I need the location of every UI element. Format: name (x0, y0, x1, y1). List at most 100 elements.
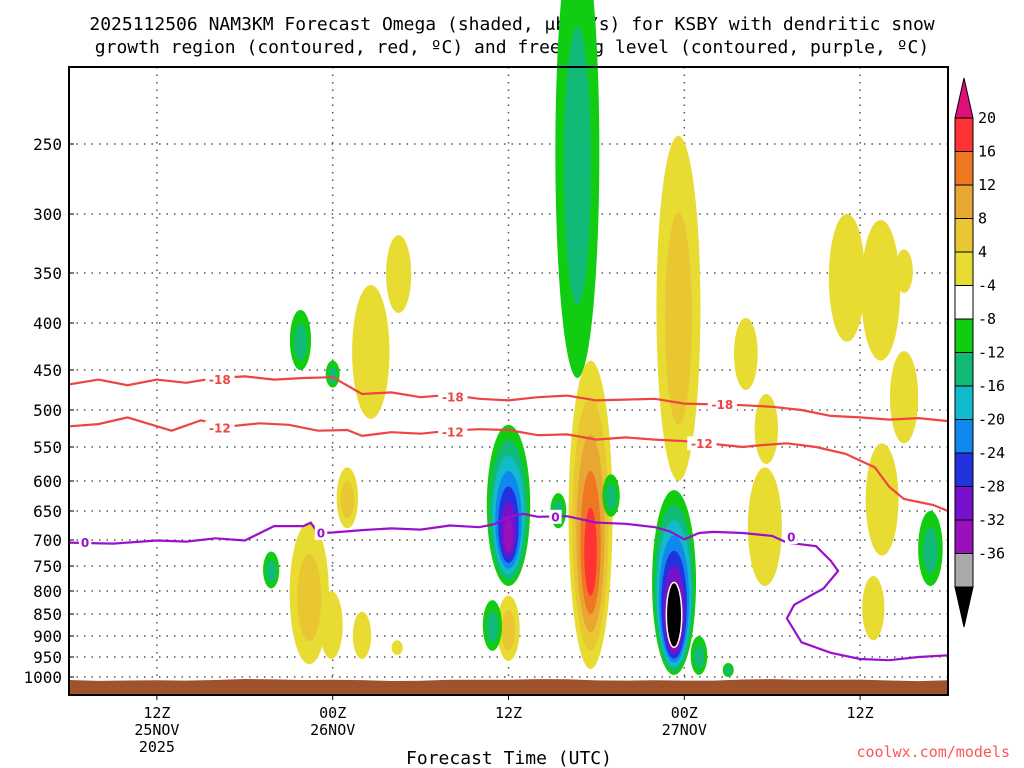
colorbar-label-7: -12 (978, 344, 1005, 362)
y-tick-1000: 1000 (23, 668, 62, 687)
omega-feature-1-level-1 (266, 559, 277, 583)
y-tick-250: 250 (33, 135, 62, 154)
colorbar-label-8: -16 (978, 377, 1005, 395)
colorbar-swatch-13 (954, 553, 974, 588)
colorbar-swatch-1 (954, 151, 974, 186)
y-tick-450: 450 (33, 361, 62, 380)
y-tick-700: 700 (33, 531, 62, 550)
colorbar-label-4: 4 (978, 243, 987, 261)
colorbar-label-13: -36 (978, 545, 1005, 563)
y-tick-600: 600 (33, 472, 62, 491)
colorbar-label-1: 16 (978, 143, 996, 161)
colorbar-swatch-3 (954, 218, 974, 253)
credit-text: coolwx.com/models (856, 743, 1010, 761)
contour-label-4: -12 (442, 426, 464, 440)
colorbar-label-9: -20 (978, 411, 1005, 429)
omega-feature-18-core (665, 581, 683, 649)
contour-label-3: -12 (209, 421, 231, 435)
omega-feature-15-level-4 (584, 507, 597, 596)
contour-label-7: 0 (317, 527, 325, 541)
omega-feature-17-level-1 (664, 212, 692, 425)
colorbar-top-arrow (954, 77, 974, 119)
omega-feature-5-level-1 (340, 480, 354, 519)
x-tick-0-line1: 12Z (143, 704, 170, 722)
contour-label-bg-1 (438, 390, 468, 405)
chart-title-line2: growth region (contoured, red, ºC) and f… (95, 37, 929, 58)
omega-feature-21-level-0 (733, 318, 758, 390)
y-tick-400: 400 (33, 314, 62, 333)
colorbar-label-0: 20 (978, 109, 996, 127)
omega-feature-2-level-0 (319, 591, 343, 659)
omega-feature-25-level-0 (861, 219, 901, 361)
x-axis-label: Forecast Time (UTC) (406, 748, 612, 768)
y-tick-950: 950 (33, 648, 62, 667)
chart-title-line1: 2025112506 NAM3KM Forecast Omega (shaded… (89, 14, 934, 35)
contour-label-bg-3 (205, 420, 235, 435)
omega-feature-28-level-0 (865, 443, 899, 556)
colorbar-label-11: -28 (978, 478, 1005, 496)
contours: -18 -18 -18 -12 -12 -12 0 0 0 0 (68, 372, 949, 662)
omega-feature-0-level-1 (297, 554, 322, 642)
colorbar-swatch-5 (954, 285, 974, 320)
x-tick-0-line2: 25NOV (134, 721, 179, 739)
omega-feature-6-level-0 (352, 285, 390, 419)
contour-label-5: -12 (691, 437, 713, 451)
omega-feature-7-level-0 (386, 235, 412, 314)
contour-label-bg-6 (78, 535, 92, 550)
contour-label-bg-0 (205, 372, 235, 387)
x-tick-2-line1: 12Z (495, 704, 522, 722)
y-tick-300: 300 (33, 205, 62, 224)
colorbar-label-2: 12 (978, 176, 996, 194)
colorbar-label-10: -24 (978, 444, 1005, 462)
colorbar-swatch-8 (954, 385, 974, 420)
y-tick-750: 750 (33, 557, 62, 576)
x-tick-3-line2: 27NOV (662, 721, 707, 739)
y-tick-500: 500 (33, 401, 62, 420)
x-tick-1-line2: 26NOV (310, 721, 355, 739)
colorbar-label-5: -4 (978, 277, 996, 295)
y-tick-800: 800 (33, 582, 62, 601)
colorbar-swatch-4 (954, 251, 974, 286)
colorbar-label-3: 8 (978, 210, 987, 228)
x-tick-4-line1: 12Z (847, 704, 874, 722)
plot-area: -18 -18 -18 -12 -12 -12 0 0 0 0 (68, 0, 949, 696)
y-axis: 250 300 350 400 450 500 550 600 650 700 750 800 850 9… (23, 135, 74, 687)
colorbar-bottom-arrow (954, 586, 974, 628)
colorbar-swatch-10 (954, 452, 974, 487)
omega-feature-11-level-1 (501, 610, 516, 651)
omega-feature-29-level-0 (862, 576, 885, 641)
omega-feature-27-level-0 (889, 351, 919, 444)
omega-feature-10-level-6 (503, 517, 514, 552)
y-tick-550: 550 (33, 438, 62, 457)
contour-label-bg-8 (549, 509, 562, 524)
x-tick-3-line1: 00Z (671, 704, 698, 722)
omega-feature-22-level-0 (754, 394, 779, 464)
colorbar-swatch-2 (954, 184, 974, 219)
contour-label-9: 0 (787, 531, 795, 545)
contour-label-bg-2 (707, 397, 737, 412)
omega-feature-20-level-1 (724, 666, 732, 675)
omega-shading (263, 0, 943, 677)
y-tick-900: 900 (33, 627, 62, 646)
omega-feature-26-level-0 (895, 249, 913, 293)
colorbar: 20 16 12 8 4 -4 -8 -12 -16 -20 -24 -28 -32 -36 (954, 77, 1005, 628)
x-tick-0-line3: 2025 (139, 738, 175, 756)
y-tick-650: 650 (33, 502, 62, 521)
terrain-fill (69, 679, 948, 695)
omega-feature-9-level-0 (391, 640, 403, 655)
terrain (69, 679, 948, 695)
contour-label-2: -18 (712, 398, 734, 412)
colorbar-swatch-6 (954, 318, 974, 353)
y-tick-350: 350 (33, 264, 62, 283)
omega-feature-8-level-0 (352, 611, 372, 659)
omega-feature-16-level-1 (605, 483, 617, 510)
contour-label-bg-5 (687, 436, 717, 451)
omega-feature-19-level-1 (693, 644, 705, 669)
contour-label-bg-4 (438, 425, 468, 440)
contour-label-8: 0 (551, 510, 559, 524)
contour-freezing_level (68, 512, 949, 662)
colorbar-swatch-7 (954, 352, 974, 387)
omega-feature-23-level-0 (747, 467, 782, 586)
x-tick-1-line1: 00Z (319, 704, 346, 722)
